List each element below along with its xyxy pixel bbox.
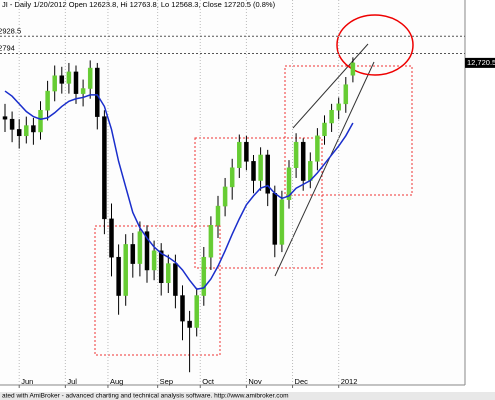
candle-body	[151, 250, 157, 271]
level-label: 12928.5	[0, 26, 21, 35]
footer: ated with AmiBroker - advanced charting …	[2, 393, 289, 400]
candle-body	[59, 75, 65, 84]
x-tick-label: 2012	[341, 377, 358, 386]
trend-line	[292, 43, 369, 129]
candle-body	[293, 141, 299, 168]
candle-body	[229, 167, 235, 188]
candle-body	[258, 154, 263, 181]
x-tick-label: Jul	[67, 377, 77, 386]
candle-body	[52, 75, 57, 92]
candle-body	[251, 161, 256, 181]
candle-body	[45, 90, 50, 111]
candle-body	[130, 244, 136, 264]
x-tick-label: Dec	[295, 377, 309, 386]
candle-body	[102, 116, 107, 220]
candle-body	[194, 295, 199, 328]
candle-body	[215, 205, 221, 226]
candle-body	[109, 218, 114, 258]
candle-body	[279, 199, 285, 245]
candle-body	[315, 135, 320, 162]
candle-body	[286, 167, 292, 200]
candle-body	[187, 320, 192, 328]
candle-body	[300, 141, 306, 181]
candle-body	[31, 125, 36, 133]
candle-body	[80, 88, 86, 94]
candle-body	[123, 244, 128, 296]
candle-body	[180, 295, 185, 322]
candle-body	[336, 103, 341, 111]
level-label: 12794	[0, 43, 15, 52]
last-price-label: 12,720.5	[467, 58, 495, 67]
candle-body	[208, 225, 214, 258]
candle-body	[116, 256, 121, 296]
candle-body	[95, 67, 100, 117]
candle-body	[2, 116, 8, 120]
x-tick-label: Sep	[160, 377, 173, 386]
moving-average	[4, 90, 354, 290]
x-tick-label: Aug	[110, 377, 123, 386]
candle-body	[16, 129, 22, 137]
candle-body	[343, 84, 349, 105]
candle-body	[73, 71, 79, 94]
candle-body	[24, 125, 29, 137]
footer-band	[0, 392, 495, 400]
candle-body	[38, 109, 43, 133]
candle-body	[173, 263, 178, 296]
candle-body	[158, 250, 164, 284]
candle-body	[144, 231, 150, 271]
candle-body	[66, 71, 72, 84]
candle-body	[350, 62, 356, 76]
highlight-ellipse	[336, 14, 414, 76]
x-tick-label: Oct	[202, 377, 215, 386]
candle-body	[9, 118, 15, 130]
candle-body	[201, 256, 207, 296]
x-tick-label: Nov	[248, 377, 262, 386]
last-price-box	[465, 57, 495, 68]
box	[194, 137, 323, 269]
chart-title: JI - Daily 1/20/2012 Open 12623.8, Hi 12…	[2, 0, 276, 9]
candle-body	[308, 161, 313, 181]
candle-body	[244, 141, 249, 162]
candle-body	[265, 154, 270, 194]
candle-body	[137, 231, 143, 264]
candle-body	[322, 122, 327, 137]
x-tick-label: Jun	[21, 377, 33, 386]
candle-body	[222, 186, 228, 207]
candle-body	[272, 193, 278, 245]
candle-body	[87, 67, 93, 89]
candle-body	[166, 263, 171, 284]
trend-line	[274, 61, 375, 277]
candle-body	[329, 109, 334, 124]
candle-body	[237, 141, 242, 168]
